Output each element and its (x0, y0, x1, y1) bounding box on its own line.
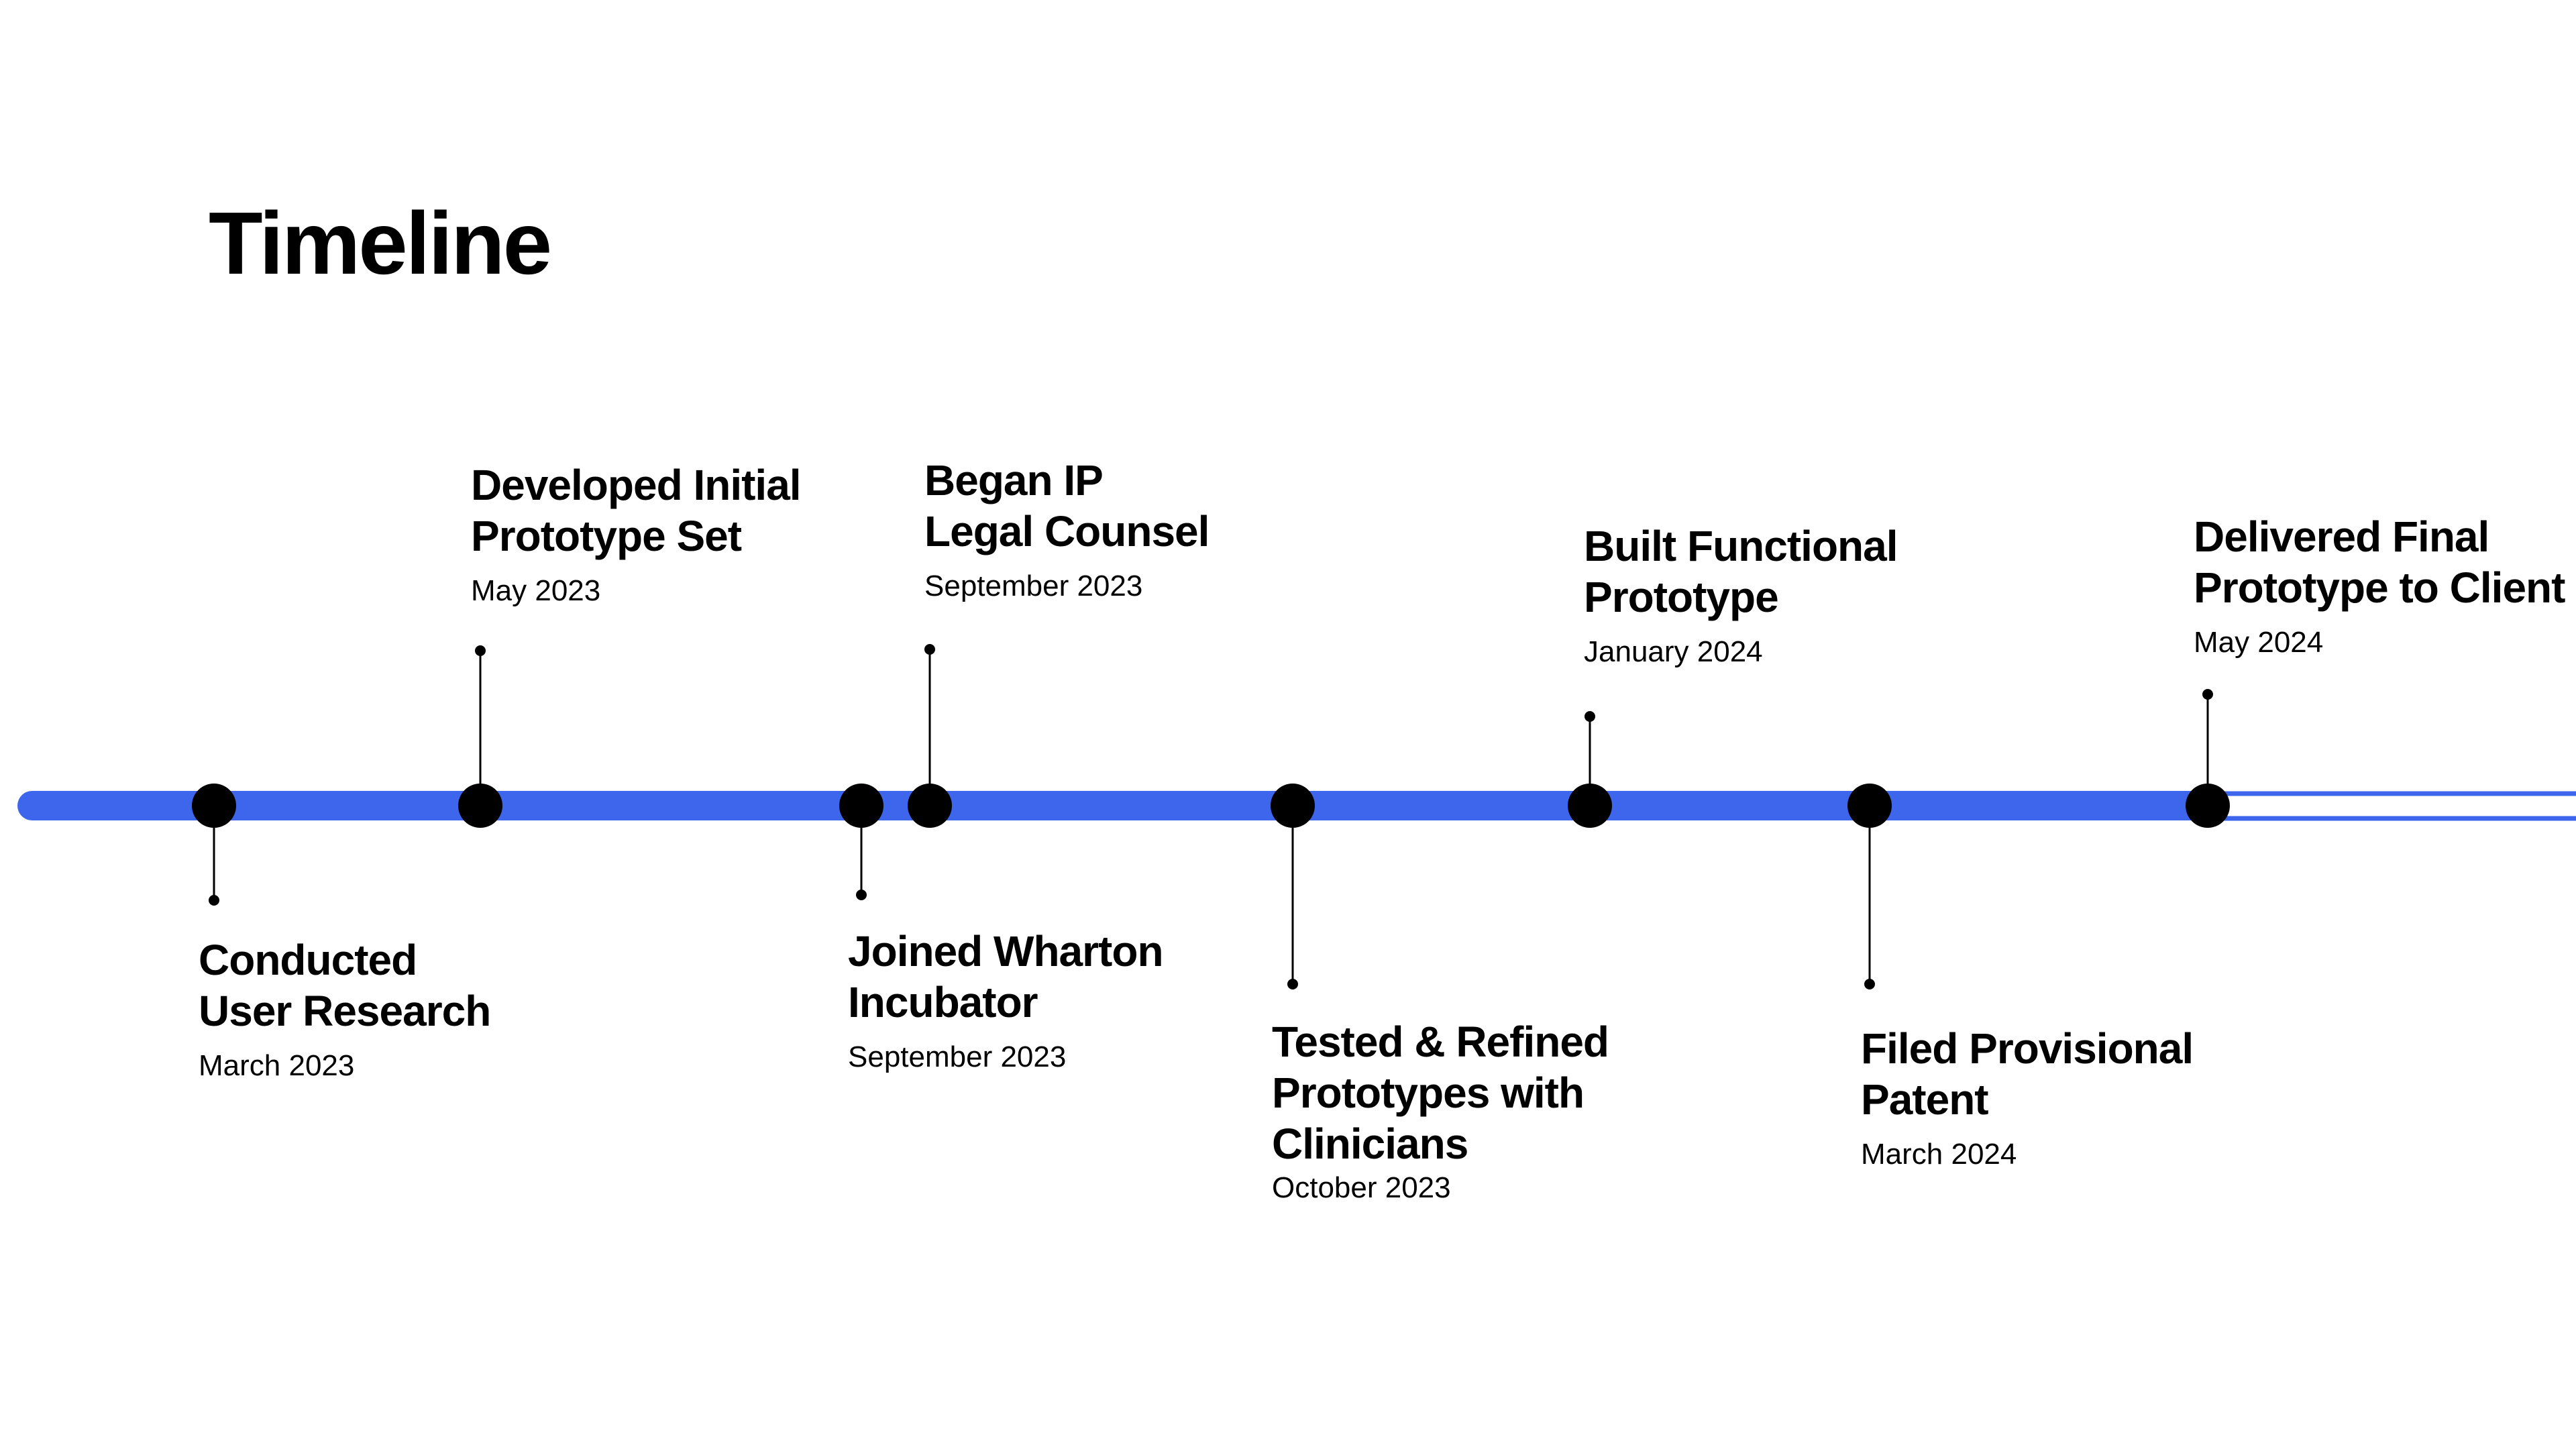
event-built-functional-prototype: Built Functional Prototype January 2024 (1584, 521, 1898, 671)
event-title: Developed Initial Prototype Set (471, 461, 802, 560)
milestone-dot (908, 784, 952, 828)
connector-end-dot (1287, 979, 1298, 989)
event-title: Built Functional Prototype (1584, 522, 1898, 621)
event-title: Delivered Final Prototype to Client (2194, 513, 2565, 612)
event-began-ip-legal-counsel: Began IP Legal Counsel September 2023 (924, 455, 1210, 605)
connector-end-dot (209, 895, 219, 906)
connector-end-dot (1585, 711, 1595, 722)
event-title: Joined Wharton Incubator (848, 927, 1164, 1026)
milestone-dot (192, 784, 236, 828)
event-title: Tested & Refined Prototypes with Clinici… (1272, 1018, 1609, 1168)
connector-end-dot (2202, 689, 2213, 700)
milestone-dot (839, 784, 883, 828)
event-date: September 2023 (848, 1040, 1067, 1073)
event-filed-provisional-patent: Filed Provisional Patent March 2024 (1861, 1023, 2194, 1173)
connector-end-dot (475, 645, 486, 656)
event-date: March 2023 (199, 1049, 355, 1082)
event-developed-initial-prototype-set: Developed Initial Prototype Set May 2023 (471, 460, 802, 610)
event-date: January 2024 (1584, 635, 1763, 668)
event-joined-wharton-incubator: Joined Wharton Incubator September 2023 (848, 926, 1164, 1076)
milestone-dot (458, 784, 502, 828)
connector-end-dot (924, 644, 935, 655)
event-title: Filed Provisional Patent (1861, 1024, 2194, 1124)
milestone-dot (2186, 784, 2230, 828)
milestone-dot (1568, 784, 1612, 828)
event-conducted-user-research: Conducted User Research March 2023 (199, 934, 491, 1085)
event-delivered-final-prototype: Delivered Final Prototype to Client May … (2194, 511, 2565, 661)
milestone-dot (1847, 784, 1892, 828)
milestone-dot (1271, 784, 1315, 828)
connector-end-dot (1864, 979, 1875, 989)
event-title: Began IP Legal Counsel (924, 456, 1210, 555)
connector-end-dot (856, 890, 867, 900)
event-tested-refined-prototypes: Tested & Refined Prototypes with Clinici… (1272, 1016, 1609, 1207)
page-title: Timeline (209, 194, 552, 292)
event-date: May 2024 (2194, 626, 2324, 659)
event-date: March 2024 (1861, 1138, 2017, 1171)
event-date: September 2023 (924, 570, 1143, 602)
event-date: October 2023 (1272, 1171, 1451, 1204)
event-title: Conducted User Research (199, 936, 491, 1035)
event-date: May 2023 (471, 574, 601, 607)
